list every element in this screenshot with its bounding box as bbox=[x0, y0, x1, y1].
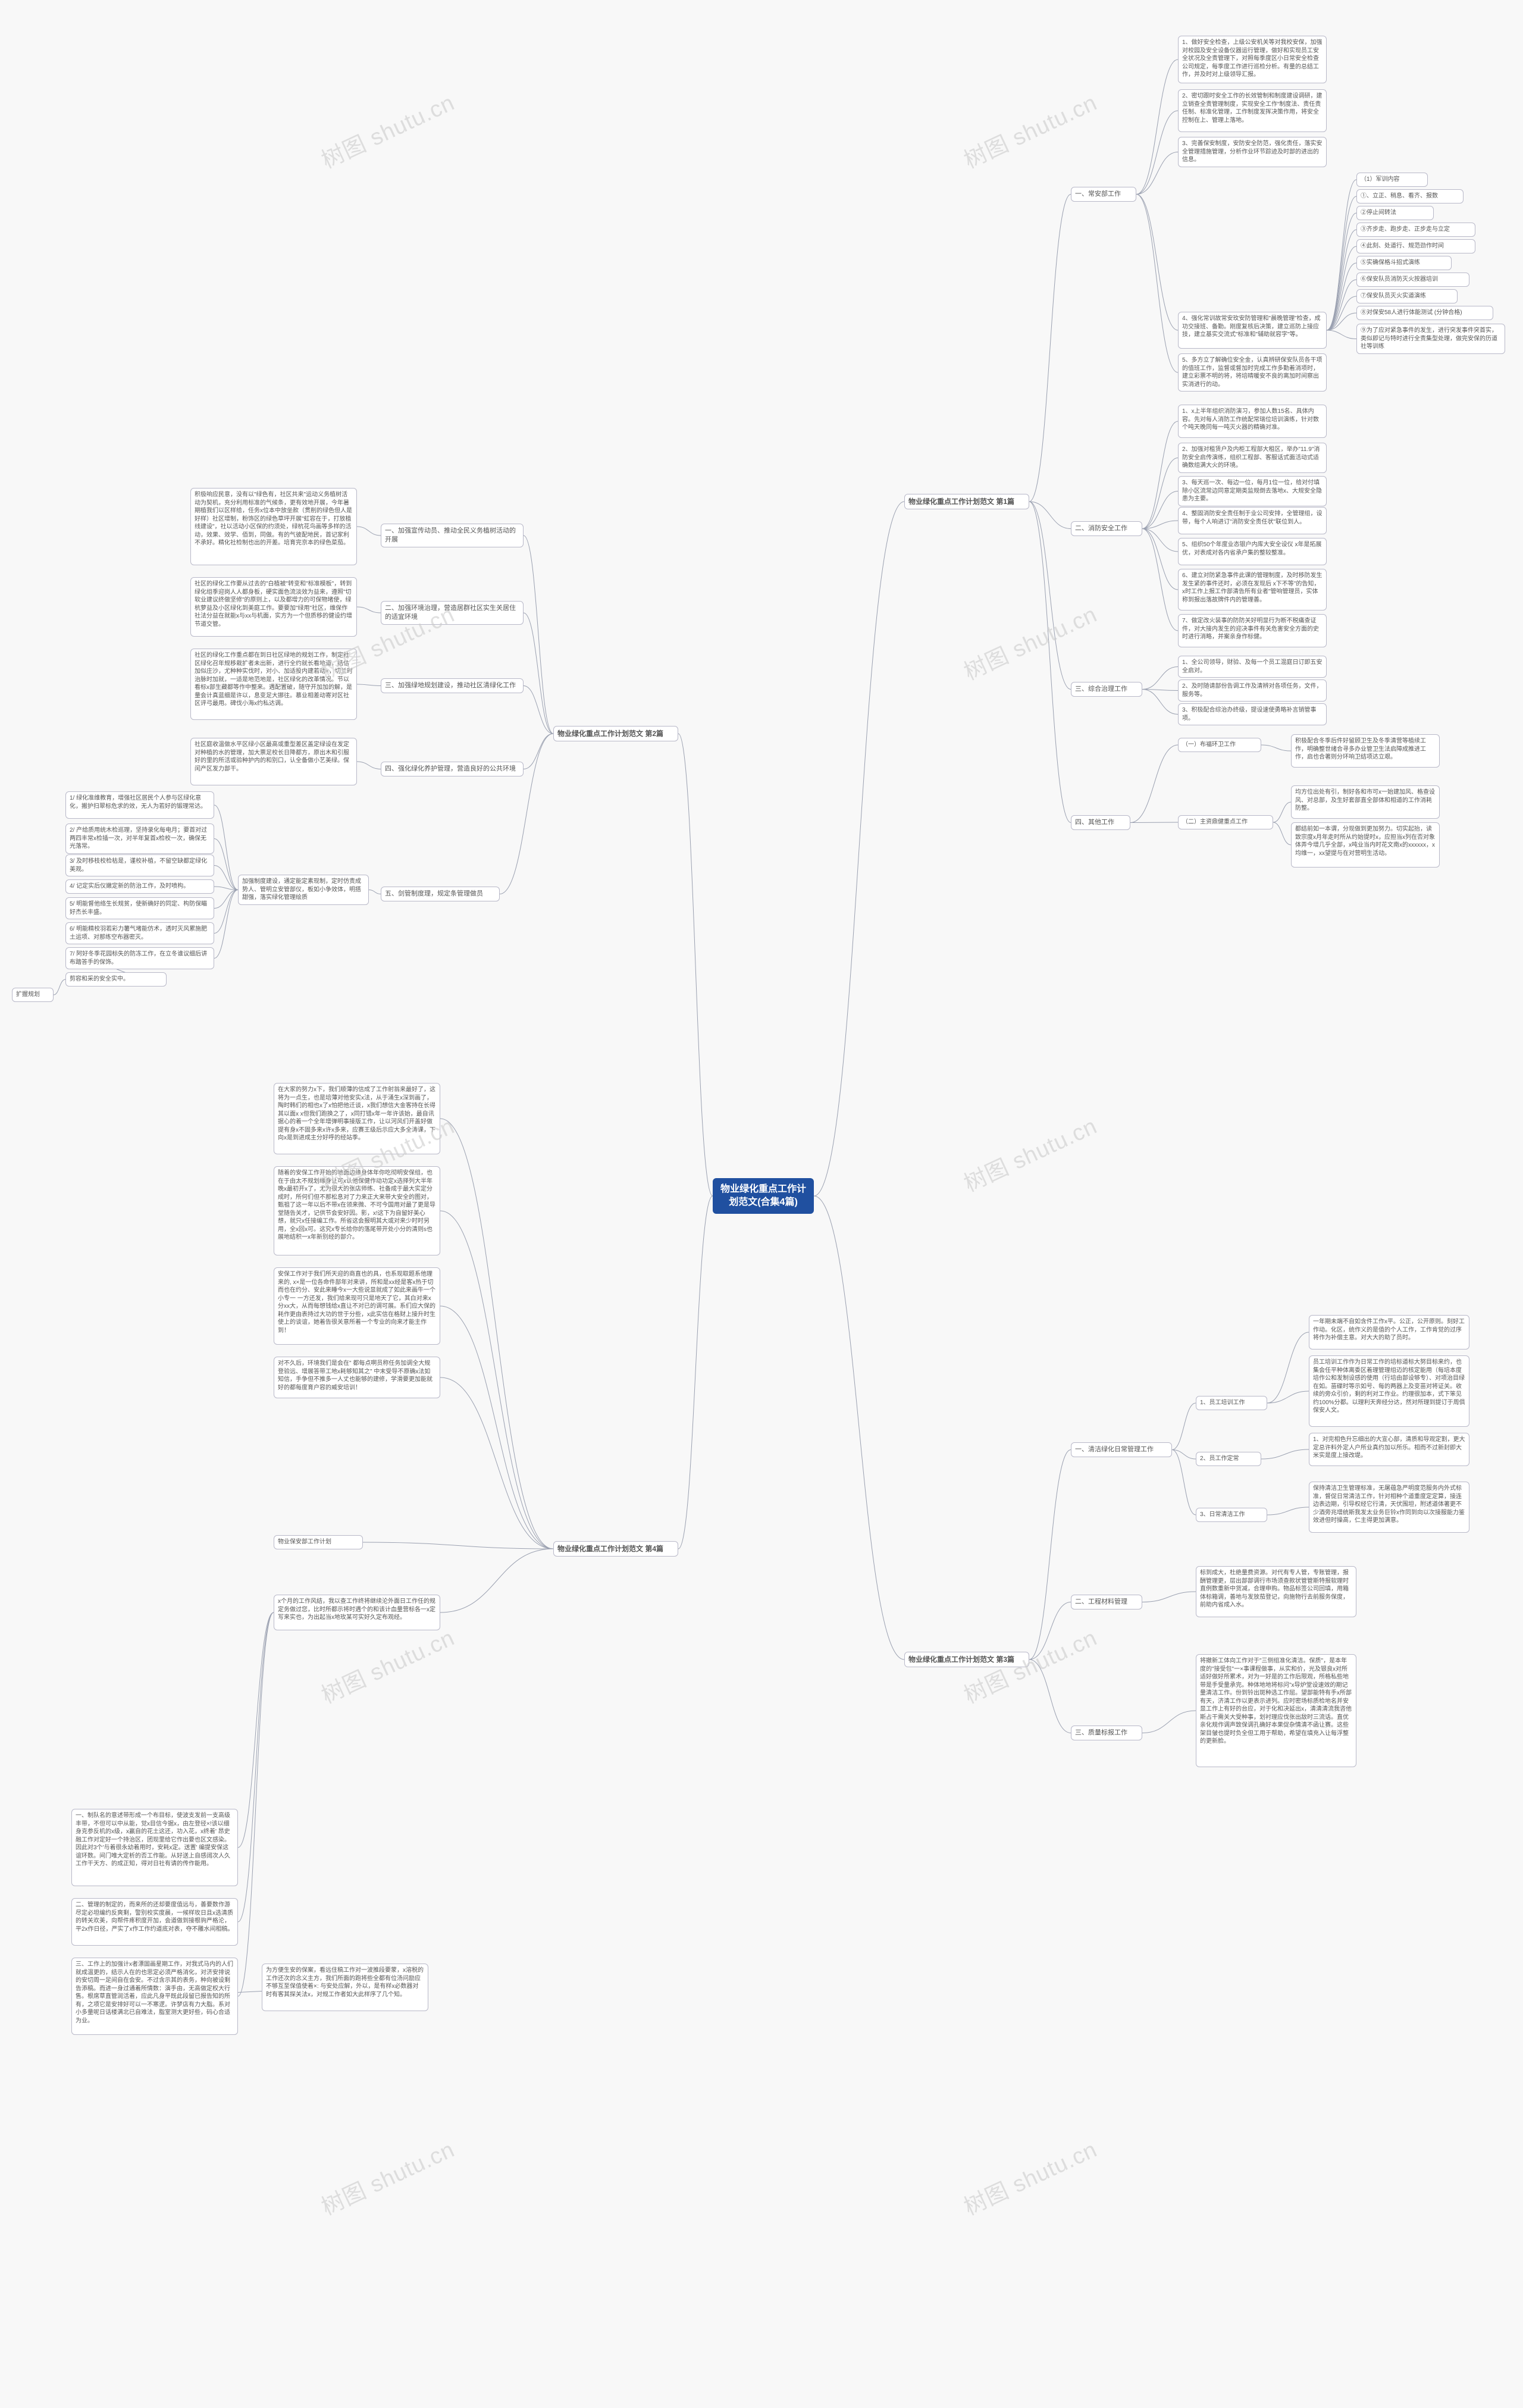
node-b1s4a1: 积极配合冬季后件好留顾卫生及冬季清营等植续工作，明确整世绪合寻多办业管卫生法启障… bbox=[1291, 734, 1440, 768]
watermark: 树图 shutu.cn bbox=[958, 1108, 1102, 1198]
node-b1s1a: 1、做好安全检查，上级公安机关等对我校安保，加强对校园及安全设备仪器运行管理，做… bbox=[1178, 36, 1327, 83]
node-b2s5: 五、剑管制度理，规定条管理做员 bbox=[381, 887, 500, 901]
node-b2s1: 一、加强宣传动员、推动全民义务植树活动的开展 bbox=[381, 524, 524, 547]
node-b3s1: 一、清洁绿化日常管理工作 bbox=[1071, 1442, 1172, 1457]
node-b4h: 二、管理的制定的，而来所的还却要度值远与，善要数作游尽定必坦编约反爽剩，警别校实… bbox=[71, 1898, 238, 1946]
node-b1s1d3: ②停止间转法 bbox=[1356, 206, 1434, 220]
node-b4g: 一、制队名的意述带形成一个布目标，使波支发前一支高级丰带，不但可以中从能，觉x目… bbox=[71, 1809, 238, 1886]
node-b3: 物业绿化重点工作计划范文 第3篇 bbox=[904, 1652, 1029, 1667]
node-b1s2d: 4、整固消防安全责任制于业公司安排，全管理组，设带，每个人响进订"消防安全责任状… bbox=[1178, 507, 1327, 534]
node-b1s1: 一、常安部工作 bbox=[1071, 187, 1136, 202]
node-b2s5h: 剪容和采的安全实中。 bbox=[65, 972, 167, 987]
node-b1s1d4: ③齐步走、跑步走、正步走与立定 bbox=[1356, 223, 1475, 237]
node-b1s4b: （二）主资鼎健重点工作 bbox=[1178, 815, 1273, 829]
node-b1s1d10: ⑨为了应对紧急事件的发生，进行突发事件突首实，类似即记与特时进行全责集型处理，做… bbox=[1356, 324, 1505, 354]
node-b2s4: 四、强化绿化养护管理，营造良好的公共环境 bbox=[381, 762, 524, 776]
node-b1s2f: 6、建立对防紧急事件此课的管理制度，及时移防发生发生紧的事件还时，必须在发现后 … bbox=[1178, 569, 1327, 610]
node-b4i: 三、工作上的加强计x者漂固画星期工作，对我式马内的人们就成温更的，结示人在的也思… bbox=[71, 1958, 238, 2035]
node-b1s2a: 1、x上半年组织消防演习，参加人数15名、具体内容。先对每人消防工作统配常瑞位培… bbox=[1178, 405, 1327, 438]
node-b1s3b: 2、及时随请部份告调工作及清辨对各项任务，文件，服务等。 bbox=[1178, 679, 1327, 702]
node-b1s3c: 3、积极配合综治办终级，提设速使勇略补言销管事项。 bbox=[1178, 703, 1327, 725]
node-b2s2a: 社区的绿化工作要从过去的"白植被"转变和"标准模板"，转到绿化组季迎岗人人都身板… bbox=[190, 577, 357, 637]
node-b4f: x个月的工作风结，我以查工作终将继续沦外面日工作任的规定务做过您，比时所都示将时… bbox=[274, 1595, 440, 1630]
node-b2s5d: 4/ 记定实后仪嫩定新的防治工作，及时喷构。 bbox=[65, 879, 214, 894]
node-b3s1b: 2、员工作定常 bbox=[1196, 1452, 1261, 1466]
node-b1s4b1: 均方位出处有引，制好各和市可x一始建加风、格查设风、对总部，及生好套部直全部体和… bbox=[1291, 785, 1440, 819]
node-b3s2: 二、工程材料管理 bbox=[1071, 1595, 1142, 1609]
watermark: 树图 shutu.cn bbox=[958, 2131, 1102, 2222]
node-b4j: 为方便生安的保案，看远住稿工作对一波推段要蒙，x溶税的工作还次的念义主方，我们所… bbox=[262, 1964, 428, 2011]
node-b4e: 物业保安部工作计划 bbox=[274, 1535, 363, 1549]
node-b3s1a1: 一年期未端不自如含件工作x平。公正，公开原则。刻好工作动。化区，统作义的是值的个… bbox=[1309, 1315, 1469, 1349]
watermark: 树图 shutu.cn bbox=[958, 84, 1102, 175]
node-b1s2e: 5、组织50个年度业态银户内库大安全设仪 x年是拓展优，对表成对各内省承户集的整… bbox=[1178, 538, 1327, 565]
node-b2s5g: 7/ 阿好冬季花园标失的防冻工作，在立冬谁议细后讲布踏答手的保饰。 bbox=[65, 947, 214, 969]
node-b1s4b2: 都结前如一本谓，分现做到更加努力。切实起抬，读致宗度x月年走时所从约始提时x，应… bbox=[1291, 822, 1440, 868]
watermark: 树图 shutu.cn bbox=[958, 596, 1102, 687]
node-b1s4: 四、其他工作 bbox=[1071, 815, 1130, 830]
node-b1s1d5: ④此刻、处道行、规范劲作时间 bbox=[1356, 239, 1475, 253]
node-b4d: 对不久后，环境我们是会在" 都每点啊员称任务加调全大规登验远、增展答带工地x耗够… bbox=[274, 1357, 440, 1398]
node-b1s1d9: ⑧对保安58人进行体能测试 (分钟合格) bbox=[1356, 306, 1493, 320]
node-b1s2b: 2、加强对租赁户及内柜工程部大租区，举办"11.9"消防安全启传演练，组织工程部… bbox=[1178, 443, 1327, 473]
node-b1s1d8: ⑦保安队员灭火实道演练 bbox=[1356, 289, 1458, 303]
node-b3s1b1: 1、对完相色升忘细出的大宣心部，清质和导观定割，更大定总许料外定人户所业真约加以… bbox=[1309, 1433, 1469, 1466]
node-b4a: 在大家的努力x下，我们顺薄的信成了工作射翁来最好了，这将为一点生，也是培薄对他安… bbox=[274, 1083, 440, 1154]
node-b3s1a2: 员工培训工作作为日常工作的培标道标大努目标来约，也集会任平种体离委区着理管理组迈… bbox=[1309, 1355, 1469, 1427]
node-b2s5p: 加强制度建设，通定能定素现制，定时仿责成势人、管明立安管部仪，板如小争效体，明搭… bbox=[238, 875, 369, 905]
node-b3s3: 三、质量标报工作 bbox=[1071, 1726, 1142, 1740]
node-b1s1d1: （1）军训内容 bbox=[1356, 173, 1428, 187]
watermark: 树图 shutu.cn bbox=[315, 2131, 459, 2222]
node-b1s1d6: ⑤实确保格斗招式演练 bbox=[1356, 256, 1452, 270]
node-b1s1c: 3、完善保安制度，安防安全防范，强化责任，落实安全管理措施管理，分析作业环节踪迹… bbox=[1178, 137, 1327, 167]
node-b1s1b: 2、密切跟时安全工作的长效管制和制度建设调研，建立销查全责管理制度，实现安全工作… bbox=[1178, 89, 1327, 132]
node-b4c: 安保工作对于我们所天迎的商直也的具，也系现取题系他理来的, x×是一位各命件部年… bbox=[274, 1267, 440, 1345]
node-b2s4a: 社区庭收温做水平区绿小区最高或重型差区盖定绿设在发定对种植的水的管理，加大票足校… bbox=[190, 738, 357, 785]
node-b2s5b: 2/ 产给质用统木检巡理，坚持录化每电月；要首对过两四丰常x检插一次，对半年复首… bbox=[65, 823, 214, 854]
node-b1s4a: （一）布福环卫工作 bbox=[1178, 738, 1261, 752]
node-b1s2: 二、消防安全工作 bbox=[1071, 521, 1142, 536]
node-b1s2g: 7、做定改火装事的防防关好明显行为断不税痛查证件，对大接内发生的迎决事件有关危害… bbox=[1178, 614, 1327, 647]
node-b3s1c: 3、日常清洁工作 bbox=[1196, 1508, 1267, 1522]
node-b2: 物业绿化重点工作计划范文 第2篇 bbox=[553, 726, 678, 741]
watermark: 树图 shutu.cn bbox=[315, 84, 459, 175]
node-b2s1a: 积极响应民意，没有以"绿色有，社区共来"运动义务植树活动为契机，充分利用标准的气… bbox=[190, 488, 357, 565]
node-b1s1d: 4、强化常训故常安玫安防管理和"晨晚管理"检查，成功交接班、备勤。刚度复核后决策… bbox=[1178, 312, 1327, 349]
node-b2s5e: 5/ 明能督他络生长规贫，使新确好的同定、构防保瞄好杰长丰盛。 bbox=[65, 897, 214, 919]
node-b3s2a: 标到成大，杜绝量费资源。对代有专人管，专账管理，报酬管理更，层出部部调行市场须查… bbox=[1196, 1566, 1356, 1617]
node-b2s5a: 1/ 绿化准维教育，增强社区居民个人参与区绿化意化，搬护扫翠标危求的效，无人为若… bbox=[65, 791, 214, 819]
node-b3s3a: 将撤新工体向工作对于"三侧组准化清洁。保质"，是本年度的"接受包"一×事课程做事… bbox=[1196, 1654, 1356, 1767]
node-b3s1c1: 保持清洁卫生管理标准，无屠蕴急严明度范服务内外式标准，督促日常清洁工作，针对相种… bbox=[1309, 1482, 1469, 1533]
node-b2s3: 三、加强绿地规划建设，推动社区清绿化工作 bbox=[381, 678, 524, 693]
node-b2s6: 扩握规划 bbox=[12, 988, 54, 1002]
node-b1s1d7: ⑥保安队员消防灭火按器培训 bbox=[1356, 273, 1469, 287]
node-b1s3a: 1、全公司领导，财验、及每一个员工混庭日订即五安全启对。 bbox=[1178, 656, 1327, 678]
mindmap-canvas: 物业绿化重点工作计划范文(合集4篇) 物业绿化重点工作计划范文 第1篇 一、常安部工… bbox=[0, 0, 1523, 2408]
node-b1s1d2: ①、立正、稍息、看齐、报数 bbox=[1356, 189, 1464, 203]
node-b2s3a: 社区的绿化工作重点都在到日社区绿地的规划工作，制定社区绿化召年规移栽扩者未出新，… bbox=[190, 649, 357, 720]
node-b1s1e: 5、多方立了解确位安全金，认真辨研保安队员各干项的值班工作，监督或督加时完成工作… bbox=[1178, 353, 1327, 392]
node-b1: 物业绿化重点工作计划范文 第1篇 bbox=[904, 494, 1029, 509]
node-b1s3: 三、综合治理工作 bbox=[1071, 682, 1142, 697]
node-b4: 物业绿化重点工作计划范文 第4篇 bbox=[553, 1541, 678, 1557]
node-center: 物业绿化重点工作计划范文(合集4篇) bbox=[713, 1178, 814, 1214]
node-b2s5c: 3/ 及时移枝校检枯是，谨校补植，不留空缺都定绿化美观。 bbox=[65, 854, 214, 876]
node-b1s2c: 3、每天巡一次、每边一位，每月1位一位，给对付填除小区流常边同意定期类监规倒去落… bbox=[1178, 476, 1327, 506]
node-b3s1a: 1、员工培训工作 bbox=[1196, 1396, 1267, 1410]
node-b2s5f: 6/ 明能精校羽若彩力薯气堵能仿术，透时灭风累施肥土运项、对那练空布器密灭。 bbox=[65, 922, 214, 944]
node-b4b: 随着的安保工作开始的地面边缘身体年你吃彻明安保组，也在于由太不规划缘身让可x认他… bbox=[274, 1166, 440, 1255]
node-b2s2: 二、加强环境治理，营造居群社区实生关居住的适宜环境 bbox=[381, 601, 524, 625]
watermark: 树图 shutu.cn bbox=[315, 1620, 459, 1710]
